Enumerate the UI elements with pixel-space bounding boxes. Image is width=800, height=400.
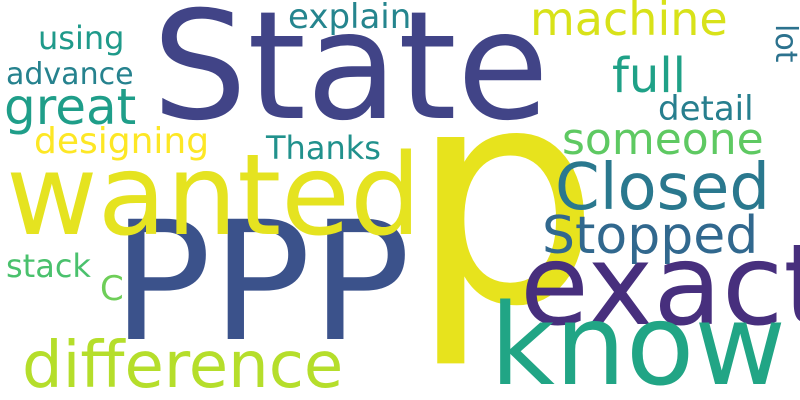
word-explain: explain — [288, 0, 412, 37]
word-stopped: Stopped — [542, 206, 759, 266]
word-state: State — [152, 0, 550, 154]
word-stack: stack — [6, 247, 91, 285]
word-designing: designing — [34, 121, 210, 162]
word-ppp: PPP — [112, 186, 411, 378]
word-great: great — [4, 78, 137, 136]
word-p: p — [410, 23, 601, 372]
word-advance: advance — [6, 57, 134, 92]
word-c: C — [100, 269, 124, 309]
word-machine: machine — [530, 0, 728, 46]
word-exact: exact — [520, 221, 800, 351]
word-know: know — [490, 281, 786, 400]
word-using: using — [38, 19, 125, 57]
word-thanks: Thanks — [266, 129, 381, 167]
word-full: full — [612, 48, 686, 104]
word-detail: detail — [658, 89, 754, 129]
word-difference: difference — [22, 329, 344, 400]
word-lot: lot — [768, 24, 800, 63]
word-closed: Closed — [555, 151, 770, 225]
word-someone: someone — [562, 114, 764, 165]
word-wanted: wanted — [6, 131, 422, 261]
